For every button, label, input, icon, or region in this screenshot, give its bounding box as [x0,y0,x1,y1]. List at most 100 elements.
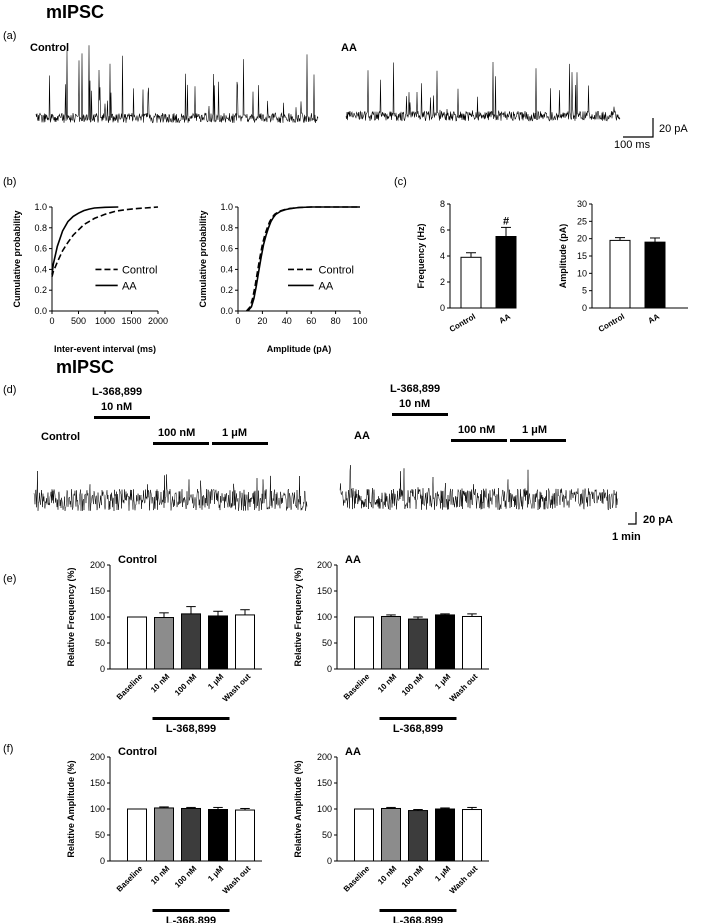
x-tick-label: 1500 [121,316,141,326]
drug-bar-control-3 [212,442,268,445]
bar-1 [354,616,374,670]
x-tick-label: 10 nM [376,864,399,887]
y-tick-label: 150 [317,586,332,596]
y-tick-label: 0.8 [34,223,47,233]
x-axis-label: Inter-event interval (ms) [54,344,156,354]
y-tick-label: 50 [95,638,105,648]
bar-2 [154,807,174,862]
y-tick-label: 200 [90,560,105,570]
y-tick-label: 4 [440,251,445,261]
series-line-control [51,206,159,277]
x-tick-label: Baseline [342,864,372,894]
bar-1 [354,808,374,862]
bar-1 [609,239,631,309]
x-tick-label: AA [497,312,512,326]
x-tick-label: 100 nM [173,864,199,890]
y-tick-label: 20 [577,234,587,244]
chart-title: AA [345,554,361,566]
trace-d-scale-bar [628,512,637,525]
y-tick-label: 1.0 [34,202,47,212]
y-tick-label: 15 [577,251,587,261]
y-tick-label: 50 [322,638,332,648]
x-tick-label: 20 [257,316,267,326]
y-tick-label: 0 [582,303,587,313]
x-tick-label: Control [597,312,626,334]
drug-group-label: L-368,899 [393,723,443,735]
legend-label: Control [319,264,354,276]
bar-3 [408,618,428,670]
x-tick-label: 1 μM [433,864,452,883]
trace-d-conc-2-control: 100 nM [158,427,196,439]
y-axis-label: Cumulative probability [12,210,22,307]
chart-e2: 0 50 100 150 200 Relative Frequency (%) Baseli… [293,554,489,735]
x-tick-label: Control [448,312,477,334]
y-axis-label: Relative Amplitude (%) [293,760,303,857]
x-tick-label: Wash out [448,672,480,704]
x-tick-label: 0 [235,316,240,326]
x-tick-label: 100 nM [400,672,426,698]
panel-label-d: (d) [3,384,17,396]
y-tick-label: 0.4 [34,264,47,274]
y-tick-label: 100 [90,612,105,622]
panel-label-c: (c) [394,176,407,188]
chart-c2: 0 5 10 15 20 25 30 Amplitude (pA) Control AA [558,199,688,334]
bar-2 [381,615,401,670]
trace-d-scale-x-label: 1 min [612,531,641,543]
drug-group-label: L-368,899 [166,723,216,735]
y-tick-label: 150 [90,586,105,596]
bar-4 [435,614,455,670]
bar-5 [235,809,255,862]
y-axis-label: Cumulative probability [198,210,208,307]
x-tick-label: Wash out [221,864,253,896]
x-tick-label: Baseline [115,672,145,702]
series-line-control [245,206,360,312]
y-tick-label: 0.0 [34,306,47,316]
drug-bar-aa-3 [510,439,566,442]
y-tick-label: 30 [577,199,587,209]
y-tick-label: 1.0 [220,202,233,212]
x-tick-label: AA [646,312,661,326]
trace-d-control-label: Control [41,431,81,443]
chart-f1: 0 50 100 150 200 Relative Amplitude (%) Baseli… [66,746,262,923]
y-tick-label: 200 [317,560,332,570]
bar-5 [462,615,482,670]
y-tick-label: 100 [317,804,332,814]
x-tick-label: 1 μM [433,672,452,691]
trace-d-scale-y-label: 20 pA [643,514,673,526]
bar-3 [408,810,428,862]
panel-label-b: (b) [3,176,17,188]
trace-d-control [33,470,308,512]
legend-label: Control [122,264,157,276]
bar-4 [435,808,455,862]
x-axis-label: Amplitude (pA) [267,344,332,354]
y-tick-label: 0.0 [220,306,233,316]
x-tick-label: 100 nM [173,672,199,698]
x-tick-label: 40 [282,316,292,326]
bar-5 [462,809,482,862]
legend-label: AA [319,280,334,292]
y-tick-label: 8 [440,199,445,209]
x-tick-label: Baseline [115,864,145,894]
x-tick-label: 10 nM [149,864,172,887]
bar-2 [495,236,517,309]
y-tick-label: 0 [327,856,332,866]
charts-layer: 0.00.20.40.60.81.00 500 1000 1500 2000Inter-… [12,199,688,923]
significance-mark: # [503,215,509,227]
bar-1 [127,616,147,670]
x-tick-label: 60 [306,316,316,326]
y-tick-label: 5 [582,286,587,296]
trace-a-scale-bar [623,118,654,138]
bar-2 [381,807,401,862]
y-tick-label: 200 [90,752,105,762]
x-tick-label: 1 μM [206,672,225,691]
y-tick-label: 150 [317,778,332,788]
y-tick-label: 0.2 [220,285,233,295]
bar-3 [181,807,201,862]
trace-d-conc-1-control: 10 nM [101,401,133,413]
trace-d-aa [339,465,619,511]
trace-d-conc-3-aa: 1 μM [522,424,548,436]
bar-1 [460,256,482,309]
x-tick-label: Wash out [221,672,253,704]
trace-a-control-label: Control [30,42,70,54]
trace-d-drug-control: L-368,899 [92,386,143,398]
